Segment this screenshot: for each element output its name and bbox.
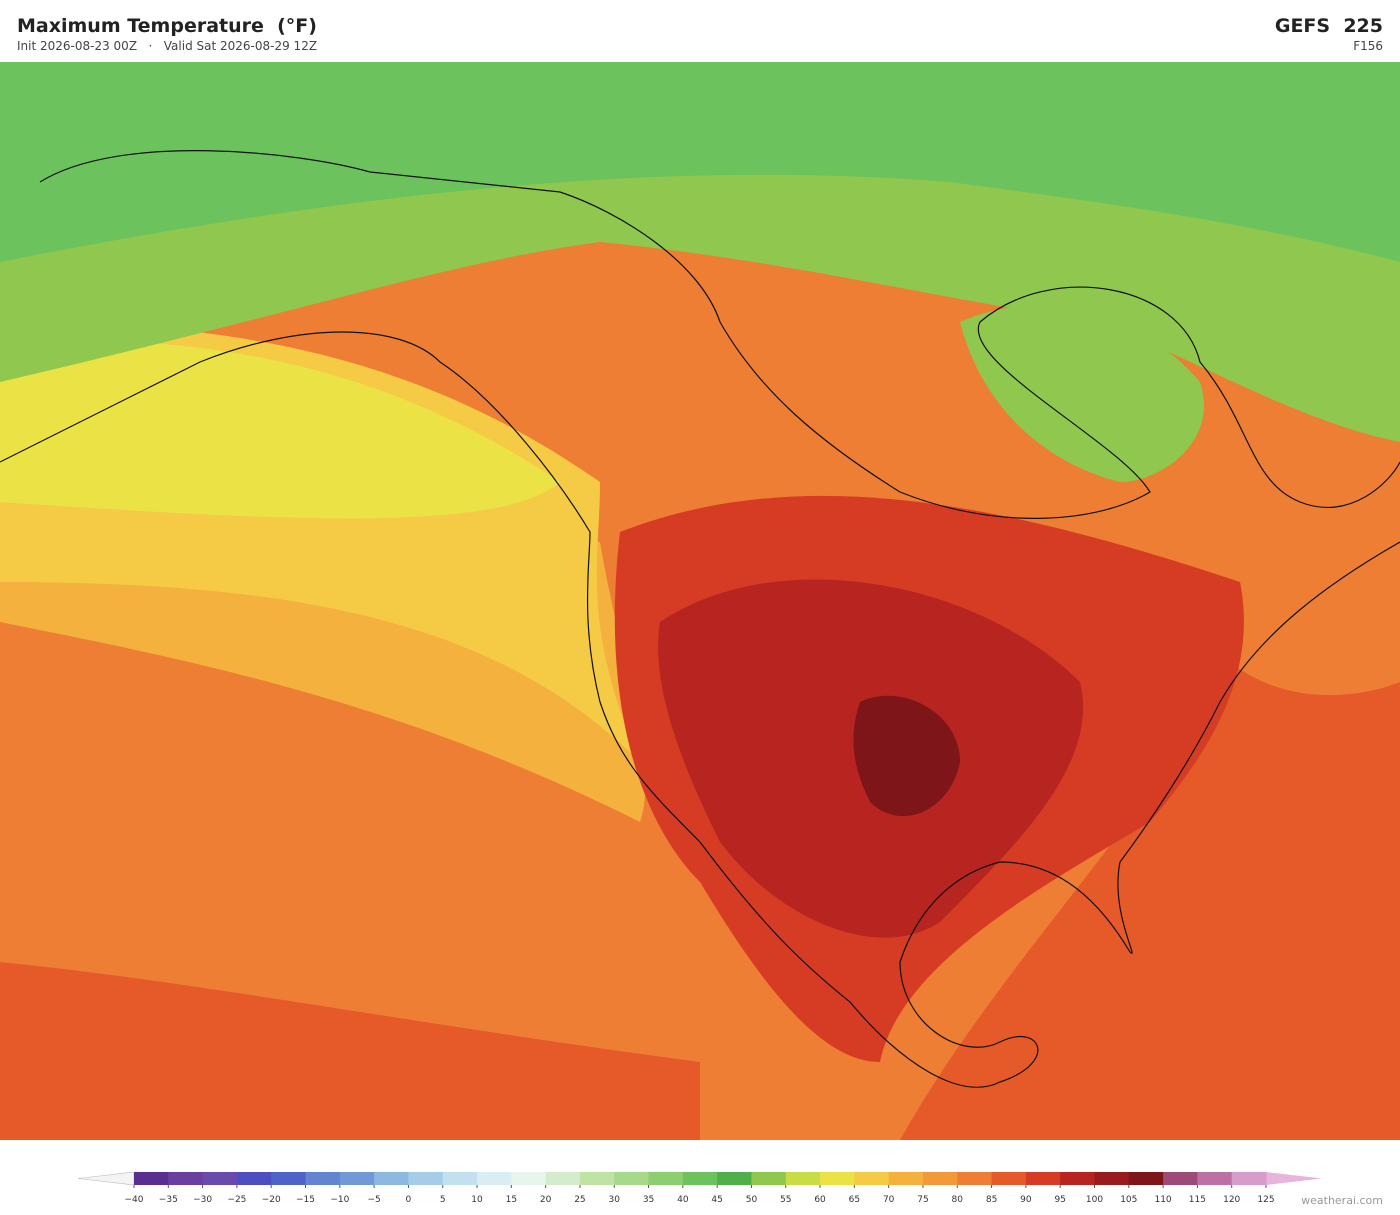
tick-label: 50: [746, 1195, 758, 1205]
color-bin: [1231, 1172, 1267, 1185]
separator: ·: [148, 39, 153, 53]
color-bin: [1197, 1172, 1233, 1185]
init-time: Init 2026-08-23 00Z: [17, 39, 138, 53]
title: Maximum Temperature (°F): [17, 15, 317, 37]
tick-label: 80: [952, 1195, 964, 1205]
color-bin: [682, 1172, 718, 1185]
color-bin: [1094, 1172, 1130, 1185]
color-bin: [134, 1172, 169, 1185]
zone: [853, 695, 960, 817]
tick-label: 120: [1223, 1195, 1240, 1205]
color-bin: [751, 1172, 787, 1185]
tick-label: 10: [471, 1195, 483, 1205]
tick-label: −25: [227, 1195, 246, 1205]
color-bin: [785, 1172, 821, 1185]
tick-label: −5: [367, 1195, 380, 1205]
color-bin: [305, 1172, 341, 1185]
model-name: GEFS 225: [1274, 15, 1383, 37]
tick-label: 0: [406, 1195, 412, 1205]
color-bin: [271, 1172, 307, 1185]
tick-label: −40: [125, 1195, 144, 1205]
color-bin: [374, 1172, 409, 1185]
tick-label: 70: [883, 1195, 895, 1205]
forecast-hour: F156: [1353, 39, 1383, 53]
tick-label: 45: [711, 1195, 722, 1205]
valid-time: Valid Sat 2026-08-29 12Z: [163, 39, 318, 53]
color-bin: [1128, 1172, 1164, 1185]
tick-label: −20: [262, 1195, 281, 1205]
color-bin: [339, 1172, 375, 1185]
tick-label: −30: [193, 1195, 212, 1205]
tick-label: 85: [986, 1195, 997, 1205]
color-bin: [922, 1172, 958, 1185]
color-bin: [236, 1172, 272, 1185]
zone: [900, 662, 1400, 1140]
color-bin: [408, 1172, 444, 1185]
tick-label: 105: [1120, 1195, 1137, 1205]
color-bin: [1060, 1172, 1095, 1185]
tick-label: 25: [574, 1195, 585, 1205]
tick-label: 60: [814, 1195, 826, 1205]
tick-label: 40: [677, 1195, 689, 1205]
map: [0, 62, 1400, 1140]
tick-label: 55: [780, 1195, 791, 1205]
tick-label: 30: [609, 1195, 621, 1205]
zone: [960, 305, 1204, 482]
subtitle: Init 2026-08-23 00Z · Valid Sat 2026-08-…: [17, 39, 317, 53]
tick-label: 65: [849, 1195, 860, 1205]
color-bin: [202, 1172, 238, 1185]
color-bin: [888, 1172, 924, 1185]
tick-label: 5: [440, 1195, 446, 1205]
tick-label: 90: [1020, 1195, 1032, 1205]
color-bin: [442, 1172, 478, 1185]
tick-label: 125: [1257, 1195, 1274, 1205]
tick-label: 20: [540, 1195, 552, 1205]
tick-label: −35: [159, 1195, 178, 1205]
tick-label: 15: [506, 1195, 517, 1205]
credit: weatherai.com: [1301, 1194, 1383, 1207]
zone: [0, 962, 700, 1140]
color-bin: [1163, 1172, 1198, 1185]
tick-label: 75: [917, 1195, 928, 1205]
color-bin: [477, 1172, 512, 1185]
zone: [0, 340, 560, 519]
color-bin: [854, 1172, 890, 1185]
tick-label: 95: [1054, 1195, 1065, 1205]
color-bin: [614, 1172, 650, 1185]
zone: [0, 62, 1400, 262]
color-bin: [648, 1172, 684, 1185]
color-bin: [957, 1172, 993, 1185]
over-extension: [1266, 1172, 1322, 1185]
tick-label: −15: [296, 1195, 315, 1205]
color-bin: [717, 1172, 752, 1185]
color-bin: [545, 1172, 581, 1185]
color-bin: [168, 1172, 204, 1185]
colorbar: −40 −35 −30 −25 −20 −15 −10 −5 0 5 10 15 20 25 30 35 40 4…: [77, 1171, 1322, 1205]
color-bin: [1025, 1172, 1061, 1185]
tick-label: 110: [1154, 1195, 1171, 1205]
color-bin: [991, 1172, 1027, 1185]
tick-label: 100: [1086, 1195, 1103, 1205]
under-extension: [77, 1171, 135, 1186]
color-bin: [511, 1172, 547, 1185]
coastline: [0, 150, 1400, 1088]
color-bin: [820, 1172, 855, 1185]
tick-label: 115: [1189, 1195, 1206, 1205]
tick-label: −10: [330, 1195, 349, 1205]
tick-label: 35: [643, 1195, 654, 1205]
color-bin: [579, 1172, 615, 1185]
